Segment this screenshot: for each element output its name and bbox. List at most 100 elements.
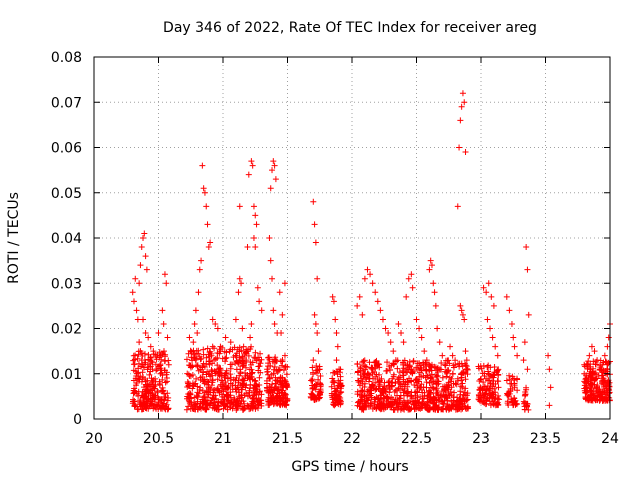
y-tick-label: 0.07 (51, 95, 82, 111)
data-point (315, 376, 322, 383)
data-point (212, 320, 219, 327)
data-point (494, 367, 501, 374)
data-point (458, 360, 465, 367)
data-point (514, 387, 521, 394)
data-point (252, 349, 259, 356)
data-point (155, 395, 162, 402)
data-point (328, 390, 335, 397)
data-point (249, 398, 256, 405)
data-point (278, 362, 285, 369)
data-point (524, 366, 531, 373)
data-point (223, 354, 230, 361)
x-tick-label: 23 (472, 431, 490, 447)
data-point (253, 221, 260, 228)
data-point (214, 354, 221, 361)
data-point (398, 330, 405, 337)
data-point (391, 360, 398, 367)
data-point (599, 361, 606, 368)
data-point (413, 379, 420, 386)
data-point (354, 368, 361, 375)
data-point (431, 289, 438, 296)
data-point (269, 167, 276, 174)
data-point (335, 401, 342, 408)
chart-title: Day 346 of 2022, Rate Of TEC Index for r… (163, 20, 537, 36)
data-point (436, 339, 443, 346)
x-axis-label: GPS time / hours (291, 459, 408, 475)
data-point (362, 366, 369, 373)
data-point (522, 391, 529, 398)
data-point (280, 396, 287, 402)
data-point (494, 352, 501, 359)
data-point (354, 302, 361, 309)
data-point (457, 397, 464, 404)
data-point (207, 400, 214, 407)
data-point (204, 381, 211, 388)
data-point (310, 198, 317, 205)
data-point (406, 406, 413, 413)
data-point (257, 350, 264, 357)
data-point (333, 330, 340, 337)
data-point (220, 388, 227, 395)
data-point (493, 368, 500, 375)
data-point (268, 395, 275, 402)
data-point (202, 406, 209, 413)
data-point (386, 401, 393, 408)
data-points (129, 90, 613, 413)
data-point (248, 158, 255, 165)
data-point (605, 334, 612, 341)
axis-ticks: 20 20.5 21 21.5 22 22.5 23 23.5 24 0 0.01 0.02 0.03 0… (51, 50, 619, 447)
data-point (397, 401, 404, 408)
data-point (197, 384, 204, 391)
data-point (264, 369, 271, 376)
data-point (394, 365, 401, 372)
data-point (282, 378, 289, 385)
data-point (593, 390, 600, 397)
data-point (132, 275, 139, 282)
data-point (317, 373, 324, 380)
data-point (252, 355, 259, 362)
data-point (238, 386, 245, 393)
data-point (458, 103, 465, 110)
data-point (281, 376, 288, 383)
data-point (385, 379, 392, 386)
data-point (206, 361, 213, 368)
data-point (141, 350, 148, 357)
data-point (603, 396, 610, 403)
data-point (358, 396, 365, 403)
data-point (133, 382, 140, 389)
data-point (312, 320, 319, 327)
x-tick-label: 20.5 (143, 431, 174, 447)
data-point (193, 403, 200, 410)
data-point (458, 307, 465, 314)
data-point (251, 382, 258, 389)
data-point (159, 402, 166, 409)
data-point (377, 406, 384, 413)
y-tick-label: 0.01 (51, 367, 82, 383)
data-point (204, 221, 211, 228)
data-point (271, 359, 278, 366)
data-point (462, 362, 469, 369)
data-point (235, 358, 242, 365)
data-point (281, 280, 288, 287)
data-point (461, 389, 468, 396)
data-point (243, 346, 250, 353)
data-point (408, 393, 415, 400)
data-point (427, 398, 434, 405)
data-point (165, 361, 172, 368)
data-point (155, 330, 162, 337)
data-point (594, 382, 601, 389)
data-point (243, 390, 250, 397)
data-point (479, 370, 486, 377)
data-point (188, 401, 195, 408)
data-point (235, 289, 242, 296)
data-point (453, 381, 460, 388)
data-point (375, 395, 382, 402)
data-point (203, 401, 210, 408)
data-point (233, 398, 240, 405)
data-point (428, 361, 435, 368)
x-tick-label: 21 (214, 431, 232, 447)
data-point (150, 348, 157, 355)
data-point (316, 366, 323, 373)
data-point (603, 382, 610, 389)
data-point (483, 289, 490, 296)
